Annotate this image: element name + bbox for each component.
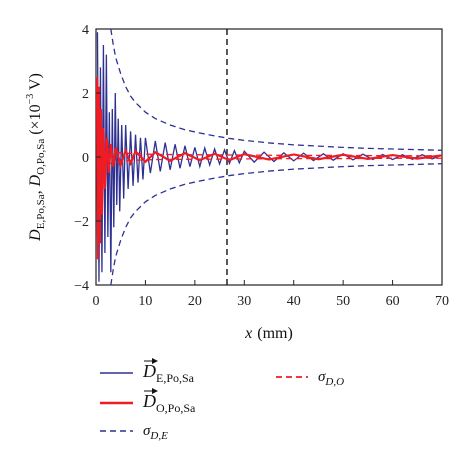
x-tick-label: 20: [188, 294, 202, 309]
y-tick-label: 0: [82, 151, 89, 166]
svg-text:DE,Po,Sa: DE,Po,Sa: [142, 361, 195, 385]
legend-label-sigma-o-sub: D,O: [324, 376, 344, 388]
y-tick-label: 2: [82, 87, 89, 102]
x-tick-label: 0: [93, 294, 100, 309]
x-tick-label: 50: [336, 294, 350, 309]
legend-label-sigma-e-sub: D,E: [149, 430, 168, 442]
series-line-2-upper: [96, 76, 442, 260]
legend-item-d-e: DE,Po,Sa: [100, 358, 195, 385]
series-layer: [96, 29, 442, 285]
tick-layer: 0 10 20 30 40 50 60 70 −4 −2 0 2 4: [74, 23, 449, 309]
legend-label-d-o-sub: O,Po,Sa: [156, 401, 196, 415]
series-line-3-lower: [110, 163, 442, 285]
series-line-1-upper: [96, 32, 442, 282]
y-tick-label: −2: [74, 215, 89, 230]
legend-label-d-e-sub: E,Po,Sa: [156, 371, 195, 385]
x-axis-title: x (mm): [244, 325, 293, 342]
y-tick-label: −4: [74, 279, 89, 294]
x-tick-label: 30: [237, 294, 251, 309]
y-title-unit-open: (×10: [27, 104, 44, 134]
y-title-separator: ,: [27, 190, 44, 194]
legend-label-sigma-o-main: σ: [318, 369, 326, 385]
y-title-unit-exponent: −3: [25, 94, 36, 105]
legend-label-d-e-main: D: [142, 361, 156, 381]
x-axis-unit: (mm): [257, 325, 293, 342]
legend: DE,Po,Sa DO,Po,Sa σD,E σD,O: [100, 358, 344, 442]
series-line-4-upper: [96, 80, 442, 157]
x-tick-label: 70: [435, 294, 449, 309]
y-tick-label: 4: [82, 23, 89, 38]
legend-item-d-o: DO,Po,Sa: [100, 388, 196, 415]
svg-text:σD,O: σD,O: [318, 369, 344, 388]
x-tick-label: 10: [138, 294, 152, 309]
legend-label-sigma-e-main: σ: [143, 423, 151, 439]
svg-text:σD,E: σD,E: [143, 423, 168, 442]
svg-text:DE,Po,Sa,DO,Po,Sa(×10−3 V): DE,Po,Sa,DO,Po,Sa(×10−3 V): [25, 73, 47, 242]
x-tick-label: 60: [386, 294, 400, 309]
legend-item-sigma-e: σD,E: [100, 423, 168, 442]
series-line-3-upper: [110, 29, 442, 151]
series-line-4-lower: [96, 157, 442, 234]
y-axis-title: DE,Po,Sa,DO,Po,Sa(×10−3 V): [25, 73, 47, 242]
legend-item-sigma-o: σD,O: [276, 369, 344, 388]
y-title-series1-main: D: [27, 229, 44, 242]
x-tick-label: 40: [287, 294, 301, 309]
y-title-series2-main: D: [27, 174, 44, 187]
y-title-unit-close: V): [27, 73, 44, 94]
svg-text:DO,Po,Sa: DO,Po,Sa: [142, 391, 196, 415]
y-title-series1-sub: E,Po,Sa: [35, 194, 47, 229]
y-title-series2-sub: O,Po,Sa: [35, 139, 47, 175]
legend-label-d-o-main: D: [142, 391, 156, 411]
x-axis-variable: x: [244, 325, 252, 342]
